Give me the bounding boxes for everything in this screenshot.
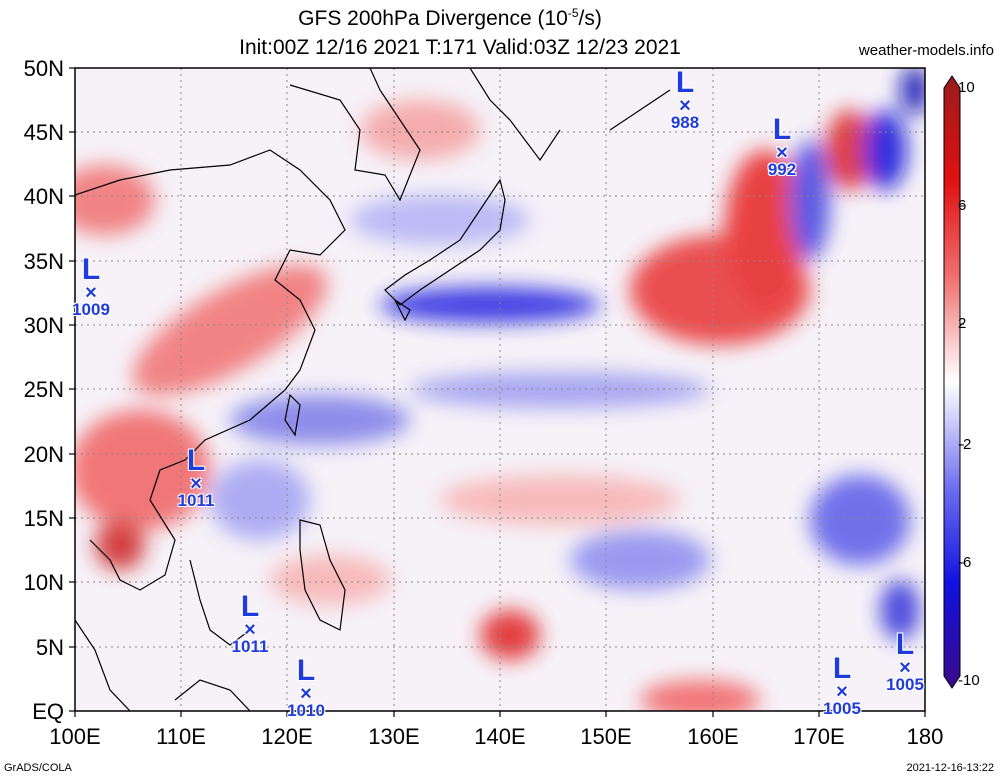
low-pressure-value: 1005 bbox=[886, 675, 924, 694]
low-letter: L bbox=[675, 66, 695, 99]
y-tick: 45N bbox=[23, 120, 64, 145]
low-pressure-marker: L × 1010 bbox=[279, 656, 333, 720]
low-pressure-value: 1011 bbox=[231, 637, 269, 656]
y-tick: 25N bbox=[23, 377, 64, 402]
low-pressure-marker: L × 1011 bbox=[169, 446, 223, 510]
title-exponent: -5 bbox=[567, 6, 579, 20]
low-center-icon: × bbox=[899, 657, 911, 679]
low-pressure-value: 1011 bbox=[177, 491, 215, 510]
low-letter: L bbox=[240, 590, 260, 623]
x-tick: 130E bbox=[368, 724, 420, 749]
low-pressure-value: 988 bbox=[670, 113, 700, 132]
chart-subtitle: Init:00Z 12/16 2021 T:171 Valid:03Z 12/2… bbox=[239, 36, 681, 59]
colorbar-tick: 2 bbox=[958, 315, 967, 332]
y-tick: 20N bbox=[23, 442, 64, 467]
colorbar-tick: 6 bbox=[958, 197, 967, 214]
low-pressure-marker: L × 988 bbox=[660, 68, 710, 132]
site-label: weather-models.info bbox=[858, 42, 994, 59]
low-center-icon: × bbox=[836, 681, 848, 703]
colorbar-tick: -6 bbox=[958, 554, 972, 571]
grid bbox=[75, 68, 925, 711]
low-center-icon: × bbox=[190, 473, 202, 495]
x-tick: 150E bbox=[580, 724, 632, 749]
x-tick: 170E bbox=[793, 724, 845, 749]
low-center-icon: × bbox=[244, 619, 256, 641]
low-center-icon: × bbox=[776, 142, 788, 164]
y-tick: 5N bbox=[35, 635, 64, 660]
footer-credit: GrADS/COLA bbox=[4, 762, 72, 774]
low-center-icon: × bbox=[679, 95, 691, 117]
axis-ticks bbox=[69, 67, 926, 717]
low-pressure-value: 1010 bbox=[287, 701, 325, 720]
colorbar-tick: -2 bbox=[958, 436, 972, 453]
low-letter: L bbox=[296, 654, 316, 687]
low-pressure-marker: L × 1011 bbox=[223, 592, 277, 656]
y-tick: 50N bbox=[23, 56, 64, 81]
colorbar-tick: 10 bbox=[958, 79, 975, 96]
y-tick: EQ bbox=[32, 699, 64, 724]
low-pressure-value: 1005 bbox=[823, 699, 861, 718]
coastlines bbox=[75, 68, 671, 711]
low-pressure-value: 1009 bbox=[72, 300, 110, 319]
x-tick: 110E bbox=[156, 724, 206, 749]
chart-title: GFS 200hPa Divergence (10-5/s) bbox=[298, 6, 602, 30]
y-tick: 30N bbox=[23, 313, 64, 338]
y-tick: 40N bbox=[23, 184, 64, 209]
low-pressure-marker: L × 1005 bbox=[876, 630, 934, 694]
low-letter: L bbox=[81, 253, 101, 286]
divergence-field bbox=[75, 68, 925, 711]
y-tick: 10N bbox=[23, 570, 64, 595]
low-letter: L bbox=[895, 628, 915, 661]
low-letter: L bbox=[772, 113, 792, 146]
low-pressure-marker: L × 992 bbox=[757, 115, 807, 179]
low-letter: L bbox=[186, 444, 206, 477]
low-center-icon: × bbox=[300, 683, 312, 705]
x-tick: 100E bbox=[49, 724, 101, 749]
colorbar-tick: -10 bbox=[958, 672, 980, 689]
colorbar bbox=[943, 75, 964, 689]
footer-timestamp: 2021-12-16-13:22 bbox=[906, 762, 994, 774]
y-tick: 15N bbox=[23, 506, 64, 531]
low-pressure-value: 992 bbox=[767, 160, 797, 179]
x-tick: 120E bbox=[261, 724, 313, 749]
low-pressure-marker: L × 1005 bbox=[814, 654, 870, 718]
low-letter: L bbox=[832, 652, 852, 685]
low-pressure-marker: L × 1009 bbox=[64, 255, 118, 319]
x-tick: 160E bbox=[687, 724, 739, 749]
x-tick: 180 bbox=[906, 724, 944, 749]
y-tick: 35N bbox=[23, 249, 64, 274]
x-tick: 140E bbox=[474, 724, 526, 749]
low-center-icon: × bbox=[85, 282, 97, 304]
